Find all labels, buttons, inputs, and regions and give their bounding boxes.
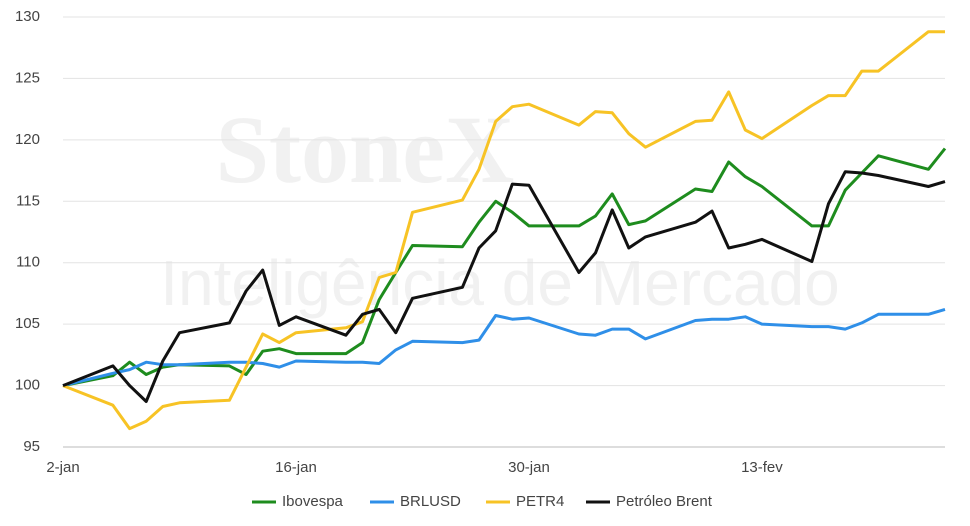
x-tick-label: 30-jan	[508, 459, 550, 476]
y-tick-label: 115	[16, 192, 40, 209]
y-tick-label: 120	[15, 131, 40, 148]
legend-label: PETR4	[516, 493, 564, 510]
y-tick-label: 130	[15, 8, 40, 25]
y-tick-label: 95	[23, 438, 40, 455]
legend-label: Petróleo Brent	[616, 493, 713, 510]
series-line	[62, 307, 946, 388]
watermark-text: Inteligência de Mercado	[160, 247, 840, 319]
y-tick-label: 100	[15, 377, 40, 394]
legend-label: Ibovespa	[282, 493, 344, 510]
watermark-logo: StoneX	[216, 96, 515, 203]
y-tick-label: 125	[15, 69, 40, 86]
y-tick-label: 110	[16, 254, 40, 271]
x-tick-label: 16-jan	[275, 459, 317, 476]
series-line	[62, 170, 946, 403]
series-line	[62, 30, 945, 431]
x-tick-label: 2-jan	[46, 459, 79, 476]
legend-label: BRLUSD	[400, 493, 461, 510]
x-tick-label: 13-fev	[741, 459, 783, 476]
y-tick-label: 105	[15, 315, 40, 332]
